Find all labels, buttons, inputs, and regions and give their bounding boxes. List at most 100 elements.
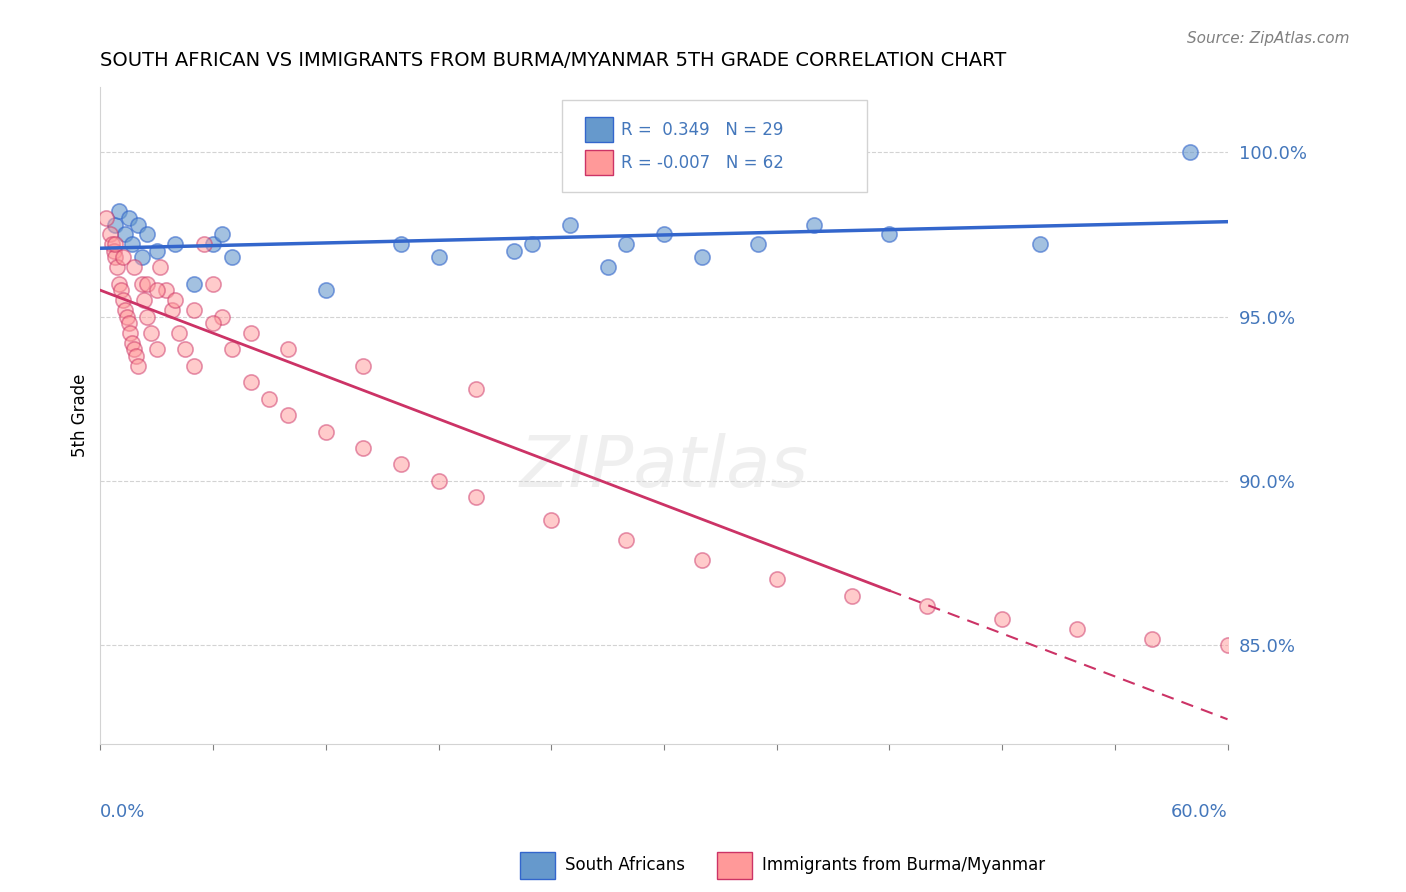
Text: R = -0.007   N = 62: R = -0.007 N = 62 xyxy=(621,153,785,172)
Point xyxy=(315,425,337,439)
Point xyxy=(1178,145,1201,160)
Text: ZIPatlas: ZIPatlas xyxy=(519,434,808,502)
Point xyxy=(100,237,122,252)
Point xyxy=(614,533,637,547)
Point xyxy=(1028,237,1050,252)
FancyBboxPatch shape xyxy=(717,852,752,879)
Point xyxy=(193,237,215,252)
Point xyxy=(614,237,637,252)
Point xyxy=(239,326,262,340)
Point xyxy=(765,573,787,587)
Point xyxy=(747,237,769,252)
Point xyxy=(115,310,138,324)
Point xyxy=(94,211,117,225)
Point xyxy=(165,293,187,307)
Point xyxy=(155,283,177,297)
Point xyxy=(127,218,149,232)
Point xyxy=(117,211,139,225)
Point xyxy=(108,204,131,219)
Point xyxy=(174,343,197,357)
Point xyxy=(202,237,225,252)
Point xyxy=(131,277,153,291)
Point xyxy=(652,227,675,242)
Point xyxy=(427,251,450,265)
Point xyxy=(202,316,225,330)
Point xyxy=(690,552,713,566)
Point xyxy=(879,227,901,242)
Point xyxy=(127,359,149,373)
Point xyxy=(915,599,938,613)
Text: SOUTH AFRICAN VS IMMIGRANTS FROM BURMA/MYANMAR 5TH GRADE CORRELATION CHART: SOUTH AFRICAN VS IMMIGRANTS FROM BURMA/M… xyxy=(100,51,1007,70)
Point xyxy=(1216,638,1239,652)
Point xyxy=(104,251,127,265)
Point xyxy=(352,441,374,455)
Point xyxy=(110,283,132,297)
Text: 60.0%: 60.0% xyxy=(1171,803,1227,821)
Point xyxy=(165,237,187,252)
Point xyxy=(221,343,243,357)
Point xyxy=(465,490,488,504)
Point xyxy=(389,237,412,252)
Point xyxy=(465,382,488,396)
Point xyxy=(131,251,153,265)
Point xyxy=(389,458,412,472)
Point xyxy=(114,227,136,242)
Point xyxy=(136,227,159,242)
Y-axis label: 5th Grade: 5th Grade xyxy=(72,374,89,457)
Point xyxy=(105,260,128,275)
Point xyxy=(803,218,825,232)
Point xyxy=(122,343,145,357)
Point xyxy=(121,335,143,350)
Point xyxy=(103,244,125,258)
Text: R =  0.349   N = 29: R = 0.349 N = 29 xyxy=(621,121,783,139)
Point xyxy=(136,310,159,324)
Point xyxy=(239,376,262,390)
Point xyxy=(1066,622,1088,636)
Point xyxy=(427,474,450,488)
Point xyxy=(120,326,142,340)
Point xyxy=(540,513,562,527)
Point xyxy=(167,326,190,340)
Point xyxy=(202,277,225,291)
FancyBboxPatch shape xyxy=(585,118,613,143)
Point xyxy=(352,359,374,373)
Point xyxy=(104,237,127,252)
Point xyxy=(522,237,544,252)
Point xyxy=(183,359,205,373)
Point xyxy=(277,408,299,422)
Text: South Africans: South Africans xyxy=(565,856,685,874)
Point xyxy=(122,260,145,275)
Point xyxy=(132,293,155,307)
FancyBboxPatch shape xyxy=(520,852,555,879)
Point xyxy=(117,316,139,330)
Point xyxy=(183,302,205,317)
Point xyxy=(145,343,167,357)
Point xyxy=(125,349,148,363)
Point xyxy=(502,244,524,258)
Point xyxy=(277,343,299,357)
Point xyxy=(221,251,243,265)
Point xyxy=(145,244,167,258)
Point xyxy=(183,277,205,291)
Point xyxy=(1142,632,1164,646)
Point xyxy=(149,260,172,275)
FancyBboxPatch shape xyxy=(585,150,613,175)
Point xyxy=(114,302,136,317)
Point xyxy=(211,227,233,242)
Point xyxy=(111,293,134,307)
Point xyxy=(315,283,337,297)
Point xyxy=(121,237,143,252)
Point xyxy=(108,277,131,291)
Point xyxy=(136,277,159,291)
Point xyxy=(211,310,233,324)
Point xyxy=(558,218,581,232)
Text: 0.0%: 0.0% xyxy=(100,803,146,821)
Point xyxy=(841,589,863,603)
Point xyxy=(690,251,713,265)
FancyBboxPatch shape xyxy=(562,100,868,192)
Text: Source: ZipAtlas.com: Source: ZipAtlas.com xyxy=(1187,31,1350,46)
Point xyxy=(98,227,121,242)
Point xyxy=(139,326,162,340)
Text: Immigrants from Burma/Myanmar: Immigrants from Burma/Myanmar xyxy=(762,856,1045,874)
Point xyxy=(145,283,167,297)
